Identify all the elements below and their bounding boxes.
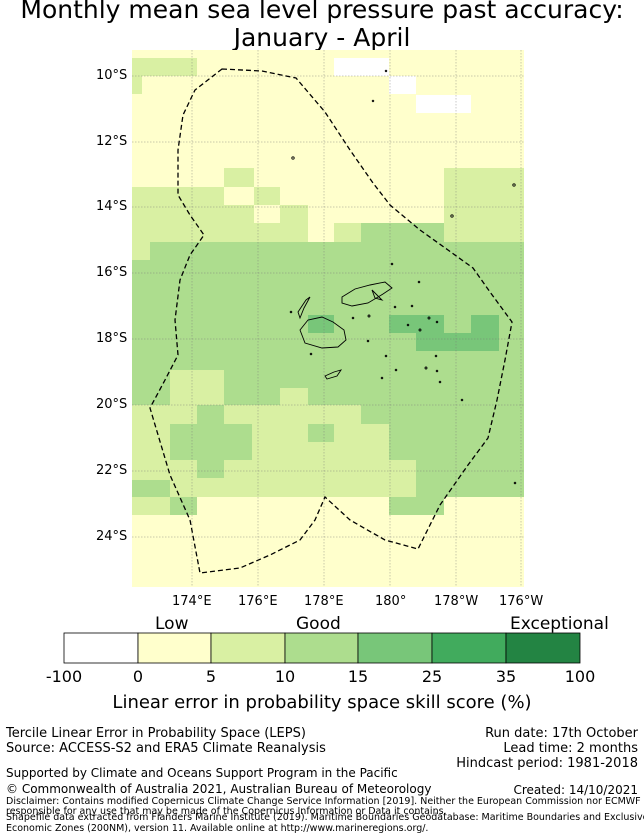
lat-label: 12°S: [96, 134, 128, 149]
shapefile-line-1: Shapefile data extracted from Flanders M…: [6, 812, 644, 823]
colorbar-segment: [210, 632, 286, 664]
method-text: Tercile Linear Error in Probability Spac…: [6, 726, 306, 741]
disclaimer-line-2: responsible for any use that may be made…: [6, 806, 447, 817]
title-line-2: January - April: [233, 23, 411, 52]
colorbar-segment: [137, 632, 212, 664]
islands: [289, 69, 517, 485]
category-low: Low: [155, 614, 189, 634]
copyright-text: © Commonwealth of Australia 2021, Austra…: [6, 782, 432, 796]
colorbar-segment: [357, 632, 433, 664]
created-date: Created: 14/10/2021: [513, 783, 638, 797]
lon-label: 178°E: [304, 594, 344, 609]
legend-tick: 100: [564, 667, 596, 686]
legend-tick: -100: [45, 667, 83, 686]
legend-tick: 10: [274, 667, 296, 686]
legend-tick: 5: [205, 667, 217, 686]
lat-label: 16°S: [96, 265, 128, 280]
run-date: Run date: 17th October: [485, 726, 638, 741]
category-good: Good: [296, 614, 341, 634]
map-gridlines: [132, 50, 524, 587]
eez-boundary: [149, 68, 513, 574]
island-vanua-levu: [341, 281, 393, 307]
lon-label: 178°W: [434, 594, 479, 609]
lat-label: 18°S: [96, 331, 128, 346]
support-text: Supported by Climate and Oceans Support …: [6, 766, 398, 780]
legend-tick: 35: [495, 667, 517, 686]
island-viti-levu: [299, 316, 347, 349]
lat-label: 14°S: [96, 199, 128, 214]
disclaimer-line-1: Disclaimer: Contains modified Copernicus…: [6, 796, 644, 807]
lead-time: Lead time: 2 months: [503, 741, 638, 756]
hindcast-period: Hindcast period: 1981-2018: [456, 756, 638, 771]
colorbar-segment: [505, 632, 581, 664]
colorbar-axis-label: Linear error in probability space skill …: [112, 692, 532, 713]
lat-label: 22°S: [96, 463, 128, 478]
legend-tick: 0: [132, 667, 144, 686]
colorbar-segment: [284, 632, 359, 664]
colorbar-segment: [63, 632, 139, 664]
skill-grid: [132, 50, 524, 587]
lon-label: 176°E: [238, 594, 278, 609]
legend-tick: 15: [347, 667, 369, 686]
title-line-1: Monthly mean sea level pressure past acc…: [20, 0, 624, 24]
lat-label: 20°S: [96, 397, 128, 412]
colorbar-segment: [431, 632, 507, 664]
lon-label: 180°: [375, 594, 407, 609]
category-exceptional: Exceptional: [510, 614, 609, 634]
lon-label: 174°E: [172, 594, 212, 609]
shapefile-line-2: Economic Zones (200NM), version 11. Avai…: [6, 823, 429, 834]
lat-label: 10°S: [96, 68, 128, 83]
source-text: Source: ACCESS-S2 and ERA5 Climate Reana…: [6, 741, 326, 756]
legend-tick: 25: [421, 667, 443, 686]
lon-label: 176°W: [499, 594, 544, 609]
lat-label: 24°S: [96, 529, 128, 544]
colorbar: [63, 632, 581, 664]
